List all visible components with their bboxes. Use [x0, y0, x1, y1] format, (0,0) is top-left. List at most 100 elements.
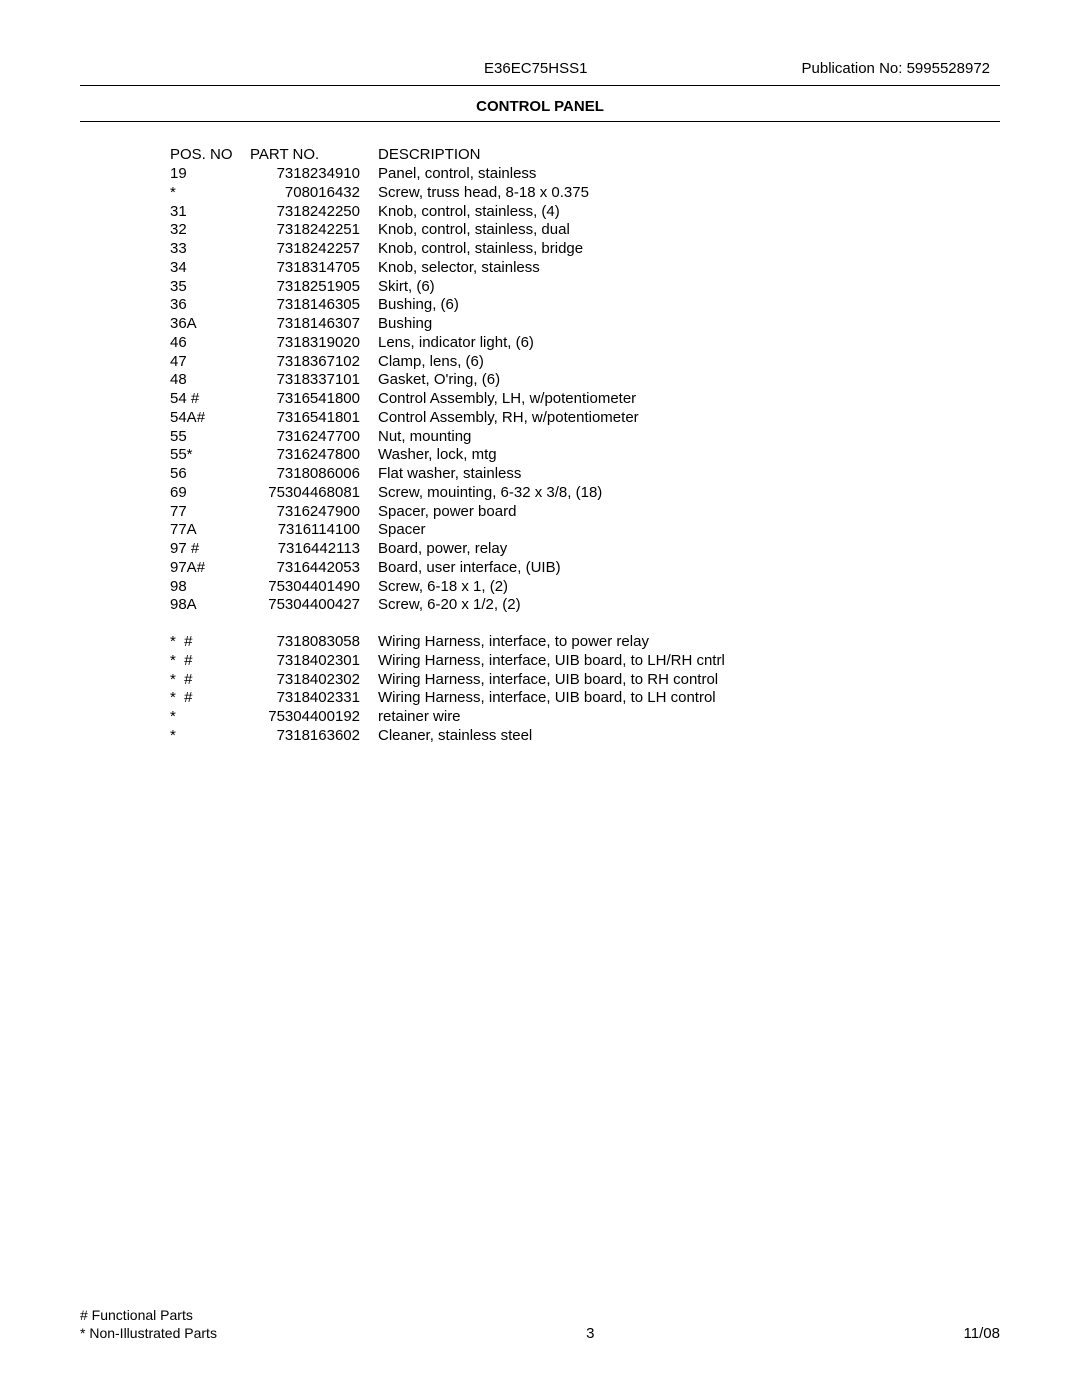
model-number: E36EC75HSS1 — [90, 60, 802, 77]
table-row: * #7318402301Wiring Harness, interface, … — [170, 652, 920, 671]
table-row: 467318319020Lens, indicator light, (6) — [170, 334, 920, 353]
table-row: * #7318083058Wiring Harness, interface, … — [170, 633, 920, 652]
description: Screw, truss head, 8-18 x 0.375 — [378, 184, 920, 203]
pos-no: 69 — [170, 484, 250, 503]
table-row: * #7318402302Wiring Harness, interface, … — [170, 671, 920, 690]
part-no: 75304468081 — [250, 484, 378, 503]
description: Screw, mouinting, 6-32 x 3/8, (18) — [378, 484, 920, 503]
part-no: 75304400192 — [250, 708, 378, 727]
table-row: 567318086006Flat washer, stainless — [170, 465, 920, 484]
part-no: 7318314705 — [250, 259, 378, 278]
part-no: 7316247700 — [250, 428, 378, 447]
table-row: 55*7316247800Washer, lock, mtg — [170, 446, 920, 465]
pos-no: 33 — [170, 240, 250, 259]
part-no: 7318083058 — [250, 633, 378, 652]
description: Wiring Harness, interface, to power rela… — [378, 633, 920, 652]
column-headers: POS. NO PART NO. DESCRIPTION — [170, 146, 920, 163]
part-no: 7318242257 — [250, 240, 378, 259]
page-number: 3 — [586, 1325, 594, 1342]
pos-no: 98 — [170, 578, 250, 597]
part-no: 7318319020 — [250, 334, 378, 353]
footnote-functional: # Functional Parts — [80, 1306, 217, 1324]
pos-no: 48 — [170, 371, 250, 390]
pos-no: 36 — [170, 296, 250, 315]
table-row: 9875304401490Screw, 6-18 x 1, (2) — [170, 578, 920, 597]
part-no: 7316247800 — [250, 446, 378, 465]
description: Spacer, power board — [378, 503, 920, 522]
description: Wiring Harness, interface, UIB board, to… — [378, 689, 920, 708]
header-divider — [80, 85, 1000, 86]
description: Lens, indicator light, (6) — [378, 334, 920, 353]
description: Control Assembly, RH, w/potentiometer — [378, 409, 920, 428]
description: Bushing, (6) — [378, 296, 920, 315]
pos-no: * # — [170, 633, 250, 652]
description: Board, user interface, (UIB) — [378, 559, 920, 578]
table-row: 97 #7316442113Board, power, relay — [170, 540, 920, 559]
description: Bushing — [378, 315, 920, 334]
part-no: 7318242250 — [250, 203, 378, 222]
pos-no: 34 — [170, 259, 250, 278]
pos-no: 35 — [170, 278, 250, 297]
table-row: 477318367102Clamp, lens, (6) — [170, 353, 920, 372]
table-row: 337318242257Knob, control, stainless, br… — [170, 240, 920, 259]
table-row: 327318242251Knob, control, stainless, du… — [170, 221, 920, 240]
table-row: 487318337101Gasket, O'ring, (6) — [170, 371, 920, 390]
description: Wiring Harness, interface, UIB board, to… — [378, 671, 920, 690]
pos-no: 36A — [170, 315, 250, 334]
part-no: 7316541801 — [250, 409, 378, 428]
part-no: 7318337101 — [250, 371, 378, 390]
footer-date: 11/08 — [964, 1325, 1000, 1342]
part-no: 7318086006 — [250, 465, 378, 484]
table-row: 97A#7316442053Board, user interface, (UI… — [170, 559, 920, 578]
pos-no: * — [170, 727, 250, 746]
part-no: 7316247900 — [250, 503, 378, 522]
table-row: 36A7318146307Bushing — [170, 315, 920, 334]
description: Spacer — [378, 521, 920, 540]
description: Screw, 6-20 x 1/2, (2) — [378, 596, 920, 615]
pos-no: 98A — [170, 596, 250, 615]
table-row: 777316247900Spacer, power board — [170, 503, 920, 522]
table-row: 98A75304400427Screw, 6-20 x 1/2, (2) — [170, 596, 920, 615]
description: Clamp, lens, (6) — [378, 353, 920, 372]
pos-no: 55 — [170, 428, 250, 447]
description: Board, power, relay — [378, 540, 920, 559]
table-row: 77A7316114100Spacer — [170, 521, 920, 540]
pos-no: * # — [170, 652, 250, 671]
part-no: 7318234910 — [250, 165, 378, 184]
table-row: 357318251905Skirt, (6) — [170, 278, 920, 297]
pos-no: 32 — [170, 221, 250, 240]
pos-no: * # — [170, 689, 250, 708]
description: Wiring Harness, interface, UIB board, to… — [378, 652, 920, 671]
part-no: 708016432 — [250, 184, 378, 203]
header-desc: DESCRIPTION — [378, 146, 920, 163]
pos-no: 47 — [170, 353, 250, 372]
description: Cleaner, stainless steel — [378, 727, 920, 746]
pos-no: 46 — [170, 334, 250, 353]
table-row: 54 #7316541800Control Assembly, LH, w/po… — [170, 390, 920, 409]
description: Screw, 6-18 x 1, (2) — [378, 578, 920, 597]
description: Panel, control, stainless — [378, 165, 920, 184]
pos-no: 31 — [170, 203, 250, 222]
table-row: 367318146305Bushing, (6) — [170, 296, 920, 315]
part-no: 7316114100 — [250, 521, 378, 540]
table-row: 347318314705Knob, selector, stainless — [170, 259, 920, 278]
description: Knob, control, stainless, dual — [378, 221, 920, 240]
pos-no: * — [170, 184, 250, 203]
pos-no: 97A# — [170, 559, 250, 578]
footer: # Functional Parts * Non-Illustrated Par… — [80, 1306, 1000, 1342]
part-no: 7318163602 — [250, 727, 378, 746]
pos-no: 77A — [170, 521, 250, 540]
description: Washer, lock, mtg — [378, 446, 920, 465]
title-divider — [80, 121, 1000, 122]
part-no: 7316442113 — [250, 540, 378, 559]
header-part: PART NO. — [250, 146, 378, 163]
part-no: 7318146307 — [250, 315, 378, 334]
table-row: *708016432Screw, truss head, 8-18 x 0.37… — [170, 184, 920, 203]
part-no: 7318242251 — [250, 221, 378, 240]
table-row: * #7318402331Wiring Harness, interface, … — [170, 689, 920, 708]
description: Flat washer, stainless — [378, 465, 920, 484]
table-row: 6975304468081Screw, mouinting, 6-32 x 3/… — [170, 484, 920, 503]
pos-no: 97 # — [170, 540, 250, 559]
pos-no: 54 # — [170, 390, 250, 409]
part-no: 7316442053 — [250, 559, 378, 578]
